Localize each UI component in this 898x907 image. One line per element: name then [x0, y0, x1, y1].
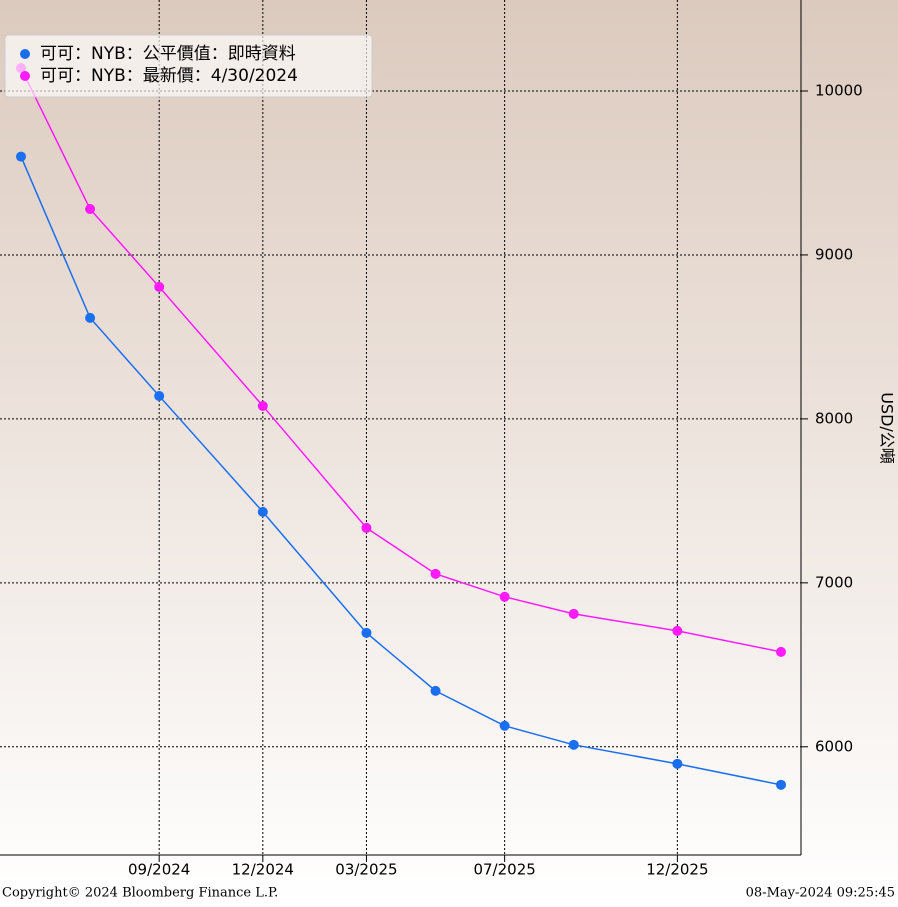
footer-left: Copyright© 2024 Bloomberg Finance L.P. [2, 886, 278, 901]
y-tick-label: 7000 [815, 573, 853, 591]
data-point [430, 685, 441, 696]
data-point [257, 400, 268, 411]
y-tick-label: 10000 [815, 81, 863, 99]
y-tick-label: 6000 [815, 737, 853, 755]
y-tick-label: 8000 [815, 409, 853, 427]
data-point [85, 312, 96, 323]
y-tick-label: 9000 [815, 245, 853, 263]
data-point [499, 591, 510, 602]
x-tick-label: 07/2025 [473, 861, 535, 879]
y-axis-label: USD/公噸 [878, 392, 897, 464]
data-point [430, 568, 441, 579]
data-point [568, 739, 579, 750]
footer-right: 08-May-2024 09:25:45 [746, 886, 895, 901]
data-point [672, 758, 683, 769]
x-tick-label: 09/2024 [128, 861, 190, 879]
data-point [361, 522, 372, 533]
data-point [154, 281, 165, 292]
data-point [672, 625, 683, 636]
data-point [776, 646, 786, 657]
data-point [257, 506, 268, 517]
x-tick-label: 03/2025 [335, 861, 397, 879]
legend-marker [20, 71, 30, 81]
data-point [16, 151, 26, 162]
data-point [85, 204, 96, 215]
data-point [361, 627, 372, 638]
legend-marker [20, 49, 30, 59]
data-point [154, 390, 165, 401]
series-line [20, 67, 782, 653]
legend-box [4, 34, 373, 98]
data-point [776, 779, 786, 790]
legend-label: 可可：NYB：最新價：4/30/2024 [40, 66, 298, 86]
series-line [20, 156, 782, 786]
data-point [499, 720, 510, 731]
data-point [568, 608, 579, 619]
x-tick-label: 12/2025 [646, 861, 708, 879]
x-tick-label: 12/2024 [232, 861, 294, 879]
legend-label: 可可：NYB：公平價值：即時資料 [40, 44, 296, 64]
